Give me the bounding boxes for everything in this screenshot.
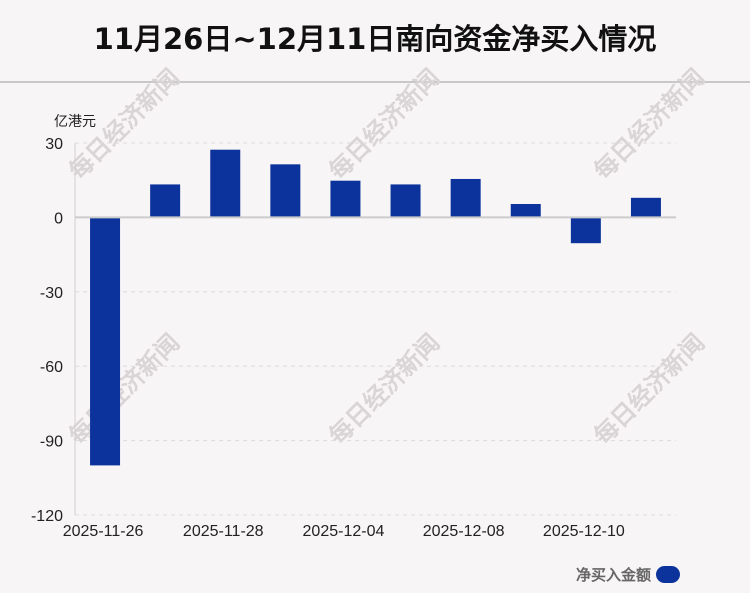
y-axis-unit: 亿港元 xyxy=(54,114,96,130)
watermark: 每日经济新闻 xyxy=(64,64,186,186)
watermark: 每日经济新闻 xyxy=(324,64,446,186)
bar xyxy=(570,217,601,244)
title-divider xyxy=(0,81,750,83)
legend[interactable]: 净买入金额 xyxy=(576,564,681,585)
y-tick-label: -90 xyxy=(40,434,63,451)
watermark: 每日经济新闻 xyxy=(589,329,711,451)
bar xyxy=(630,197,661,218)
bar xyxy=(390,184,421,218)
legend-label: 净买入金额 xyxy=(576,566,652,584)
x-tick-label: 2025-12-10 xyxy=(543,523,625,540)
y-tick-label: -30 xyxy=(40,285,63,302)
y-tick-label: -120 xyxy=(31,508,63,525)
bar xyxy=(90,217,121,466)
watermark: 每日经济新闻 xyxy=(64,329,186,451)
bar xyxy=(210,149,241,218)
x-tick-label: 2025-11-28 xyxy=(183,523,264,540)
watermark: 每日经济新闻 xyxy=(324,329,446,451)
y-tick-label: 0 xyxy=(54,210,63,227)
bar xyxy=(270,164,301,218)
y-tick-label: 30 xyxy=(45,136,63,153)
y-tick-label: -60 xyxy=(40,359,63,376)
legend-swatch xyxy=(656,566,681,583)
x-tick-label: 2025-12-08 xyxy=(423,523,505,540)
bar xyxy=(330,180,361,218)
bar xyxy=(150,184,181,218)
bar xyxy=(450,178,481,218)
bar xyxy=(510,204,541,218)
watermark: 每日经济新闻 xyxy=(589,64,711,186)
chart-title: 11月26日~12月11日南向资金净买入情况 xyxy=(93,22,657,56)
x-tick-label: 2025-11-26 xyxy=(63,523,144,540)
x-tick-label: 2025-12-04 xyxy=(303,523,385,540)
